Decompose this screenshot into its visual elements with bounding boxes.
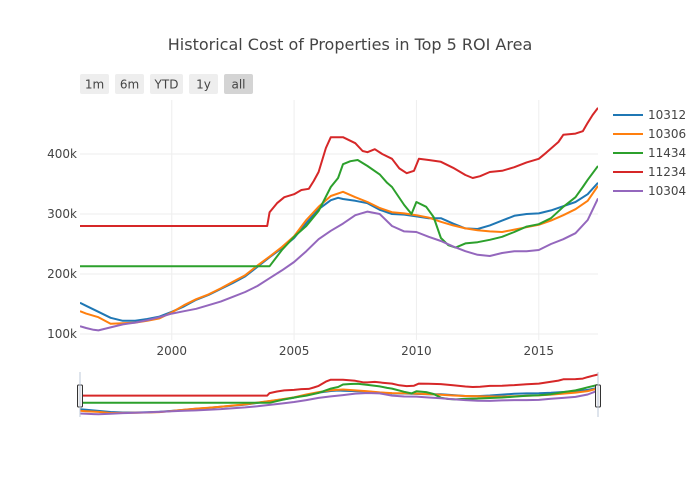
- legend-item-10304[interactable]: 10304: [613, 184, 686, 198]
- range-slider-handle-left[interactable]: [77, 372, 83, 417]
- grid: [80, 100, 598, 340]
- y-axis: 100k 200k 300k 400k: [47, 147, 77, 341]
- legend-label: 11234: [648, 165, 686, 179]
- range-button-6m[interactable]: 6m: [115, 74, 144, 94]
- slider-series-11234: [80, 373, 599, 397]
- range-button-bg: [150, 74, 183, 94]
- range-button-label: 1m: [85, 78, 104, 92]
- y-tick-label: 100k: [47, 327, 77, 341]
- legend-item-11434[interactable]: 11434: [613, 146, 686, 160]
- slider-series-11434: [80, 382, 599, 404]
- range-selector: 1m 6m YTD 1y all: [80, 74, 253, 94]
- legend-item-10306[interactable]: 10306: [613, 127, 686, 141]
- slider-series-10304: [79, 389, 599, 416]
- range-button-label: YTD: [154, 78, 179, 92]
- series-lines: [80, 107, 598, 332]
- y-tick-label: 300k: [47, 207, 77, 221]
- y-tick-label: 200k: [47, 267, 77, 281]
- range-slider-handle-right[interactable]: [595, 372, 601, 417]
- series-line-11234[interactable]: [80, 107, 598, 227]
- legend-label: 11434: [648, 146, 686, 160]
- range-button-ytd[interactable]: YTD: [150, 74, 183, 94]
- range-button-1m[interactable]: 1m: [80, 74, 109, 94]
- legend-label: 10304: [648, 184, 686, 198]
- legend-label: 10312: [648, 108, 686, 122]
- legend: 10312 10306 11434 11234 10304: [613, 108, 686, 198]
- x-tick-label: 2010: [401, 344, 432, 358]
- range-button-bg: [224, 74, 253, 94]
- x-axis: 2000 2005 2010 2015: [156, 344, 554, 358]
- range-button-label: all: [231, 78, 245, 92]
- series-line-10306[interactable]: [80, 185, 598, 325]
- plot-area: [80, 107, 598, 332]
- legend-label: 10306: [648, 127, 686, 141]
- x-tick-label: 2005: [279, 344, 310, 358]
- range-button-all[interactable]: all: [224, 74, 253, 94]
- series-line-11434[interactable]: [80, 159, 598, 268]
- range-button-bg: [115, 74, 144, 94]
- legend-item-10312[interactable]: 10312: [613, 108, 686, 122]
- range-button-bg: [80, 74, 109, 94]
- x-tick-label: 2000: [156, 344, 187, 358]
- range-button-label: 1y: [196, 78, 211, 92]
- y-tick-label: 400k: [47, 147, 77, 161]
- legend-item-11234[interactable]: 11234: [613, 165, 686, 179]
- range-button-1y[interactable]: 1y: [189, 74, 218, 94]
- x-tick-label: 2015: [524, 344, 555, 358]
- series-line-10304[interactable]: [80, 197, 598, 332]
- range-button-label: 6m: [120, 78, 139, 92]
- range-slider[interactable]: [77, 372, 601, 417]
- chart-title: Historical Cost of Properties in Top 5 R…: [168, 35, 533, 54]
- range-button-bg: [189, 74, 218, 94]
